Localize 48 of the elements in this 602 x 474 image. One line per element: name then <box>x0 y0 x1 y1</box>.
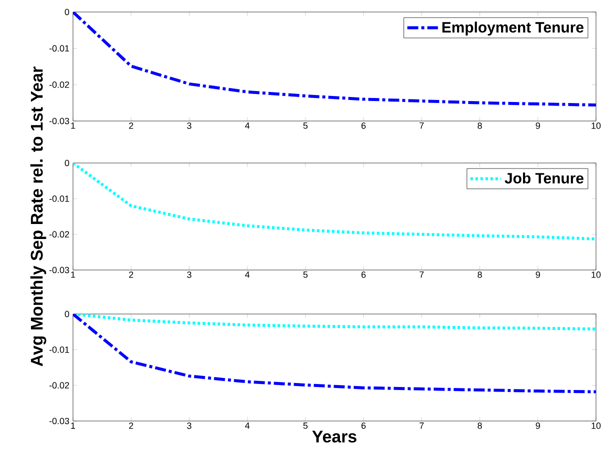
y-tick-label: -0.02 <box>49 81 70 88</box>
x-tick-label: 4 <box>245 422 250 429</box>
y-tick-label: -0.01 <box>49 346 70 353</box>
x-axis-title: Years <box>312 430 356 443</box>
y-tick-label: -0.03 <box>49 118 70 124</box>
x-tick-label: 4 <box>245 272 250 278</box>
y-tick-label: -0.03 <box>49 266 70 274</box>
x-tick-label: 1 <box>71 272 76 278</box>
y-tick-label: -0.02 <box>49 382 70 389</box>
x-tick-label: 9 <box>536 122 540 129</box>
y-tick-label: -0.01 <box>49 45 70 52</box>
x-tick-label: 8 <box>478 122 482 129</box>
x-tick-label: 4 <box>245 122 250 129</box>
y-tick-label: 0 <box>64 8 70 16</box>
x-tick-label: 2 <box>129 422 134 429</box>
y-axis-title: Avg Monthly Sep Rate rel. to 1st Year <box>30 66 46 366</box>
x-tick-label: 3 <box>187 272 192 278</box>
x-tick-label: 7 <box>420 272 424 278</box>
x-tick-label: 6 <box>362 272 366 278</box>
x-tick-label: 10 <box>592 422 601 429</box>
line-series <box>73 162 596 240</box>
x-tick-label: 7 <box>420 422 424 429</box>
legend-label: Job Tenure <box>504 172 584 184</box>
x-tick-label: 10 <box>592 122 601 129</box>
y-tick-label: -0.01 <box>49 195 70 202</box>
x-tick-label: 3 <box>187 422 192 429</box>
line-series <box>73 12 596 107</box>
x-tick-label: 5 <box>303 272 308 278</box>
y-tick-label: -0.02 <box>49 231 70 238</box>
x-tick-label: 7 <box>420 122 424 129</box>
x-tick-label: 6 <box>362 422 366 429</box>
y-tick-label: 0 <box>64 310 70 318</box>
x-tick-label: 6 <box>362 122 366 129</box>
y-tick-label: 0 <box>64 160 70 166</box>
x-tick-label: 3 <box>187 122 192 129</box>
x-tick-label: 5 <box>303 122 308 129</box>
y-tick-label: -0.03 <box>49 418 70 424</box>
x-tick-label: 2 <box>129 122 134 129</box>
legend-label: Employment Tenure <box>442 22 584 36</box>
x-tick-label: 1 <box>71 122 76 129</box>
x-tick-label: 10 <box>592 272 601 278</box>
x-tick-label: 8 <box>478 272 482 278</box>
x-tick-label: 9 <box>536 422 540 429</box>
x-tick-label: 1 <box>71 422 76 429</box>
x-tick-label: 5 <box>303 422 308 429</box>
x-tick-label: 8 <box>478 422 482 429</box>
x-tick-label: 9 <box>536 272 540 278</box>
x-tick-label: 2 <box>129 272 134 278</box>
